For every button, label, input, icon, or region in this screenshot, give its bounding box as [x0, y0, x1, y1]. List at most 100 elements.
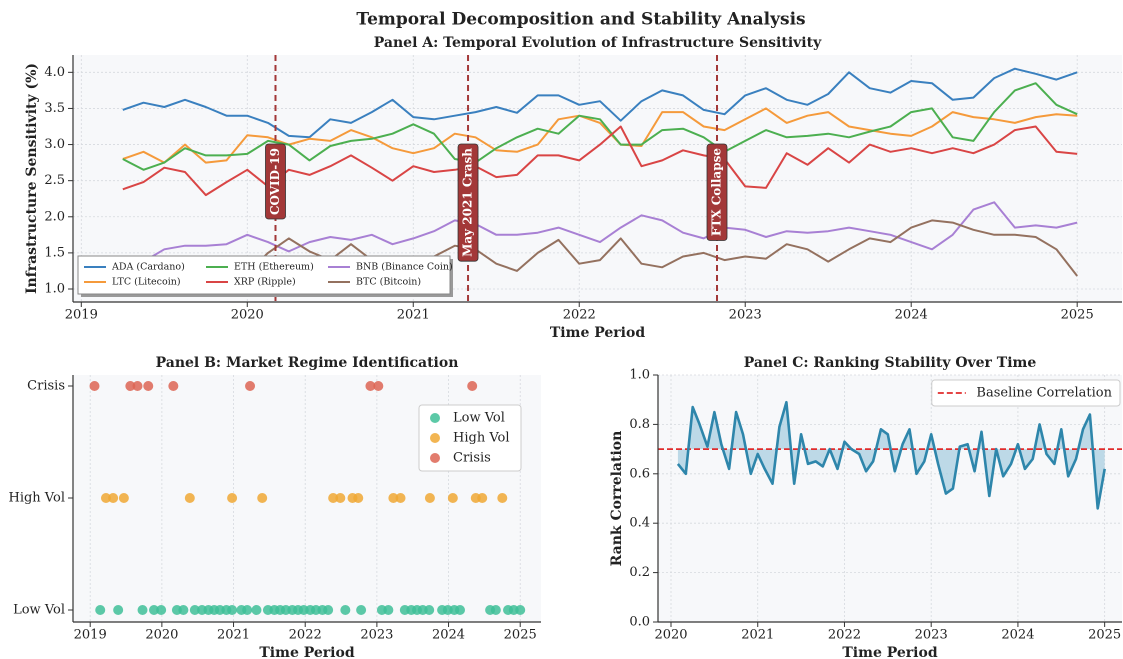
- regime-point: [184, 493, 195, 503]
- y-tick-label: 3.5: [44, 101, 65, 116]
- regime-point: [137, 605, 148, 615]
- legend-label: BTC (Bitcoin): [356, 277, 421, 288]
- regime-point: [125, 381, 136, 391]
- x-tick-label: 2022: [828, 628, 861, 643]
- regime-point: [89, 381, 100, 391]
- regime-point: [113, 605, 124, 615]
- regime-point: [335, 493, 346, 503]
- regime-point: [168, 381, 179, 391]
- legend-label: Baseline Correlation: [976, 386, 1112, 401]
- legend-label: Crisis: [453, 451, 491, 466]
- legend-label: XRP (Ripple): [234, 277, 296, 288]
- y-tick-label: 1.0: [629, 368, 650, 383]
- y-tick-label: 1.0: [44, 282, 65, 297]
- x-tick-label: 2023: [915, 628, 948, 643]
- series-line: [122, 82, 1078, 171]
- y-tick-label: High Vol: [8, 491, 65, 506]
- x-tick-label: 2019: [74, 628, 107, 643]
- regime-point: [383, 605, 394, 615]
- regime-point: [365, 381, 376, 391]
- regime-point: [100, 493, 111, 503]
- y-tick-label: 0.0: [629, 615, 650, 630]
- x-tick-label: 2021: [397, 308, 430, 323]
- legend-box: [77, 255, 451, 295]
- y-tick-label: 2.5: [44, 173, 65, 188]
- legend-label: BNB (Binance Coin): [356, 262, 453, 273]
- series-line: [676, 400, 1106, 510]
- figure-title: Temporal Decomposition and Stability Ana…: [356, 10, 805, 30]
- legend-label: ADA (Cardano): [111, 262, 185, 273]
- regime-point: [227, 605, 238, 615]
- regime-point: [108, 493, 119, 503]
- legend-swatch: [430, 433, 440, 443]
- event-box: [265, 143, 286, 220]
- legend-label: LTC (Litecoin): [112, 277, 181, 288]
- regime-point: [242, 605, 253, 615]
- legend-swatch: [430, 453, 440, 463]
- regime-point: [490, 605, 501, 615]
- regime-point: [424, 493, 435, 503]
- x-tick-label: 2020: [145, 628, 178, 643]
- legend-label: ETH (Ethereum): [234, 262, 314, 273]
- regime-point: [227, 493, 238, 503]
- x-tick-label: 2025: [1088, 628, 1121, 643]
- regime-point: [467, 381, 478, 391]
- series-line: [122, 219, 1078, 277]
- regime-point: [178, 605, 189, 615]
- x-tick-label: 2020: [654, 628, 687, 643]
- regime-point: [132, 381, 143, 391]
- x-tick-label: 2025: [1061, 308, 1094, 323]
- regime-point: [424, 605, 435, 615]
- panel-title: Panel C: Ranking Stability Over Time: [744, 355, 1037, 371]
- event-label: COVID-19: [268, 148, 282, 215]
- series-line: [122, 67, 1078, 139]
- x-tick-label: 2020: [231, 308, 264, 323]
- y-tick-label: 1.5: [44, 245, 65, 260]
- regime-point: [148, 605, 159, 615]
- legend-box: [931, 379, 1121, 407]
- x-tick-label: 2022: [563, 308, 596, 323]
- regime-point: [143, 381, 154, 391]
- x-tick-label: 2024: [432, 628, 465, 643]
- regime-point: [189, 605, 200, 615]
- y-tick-label: Crisis: [27, 379, 65, 394]
- regime-point: [497, 493, 508, 503]
- y-tick-label: 4.0: [44, 65, 65, 80]
- x-tick-label: 2023: [360, 628, 393, 643]
- regime-point: [477, 493, 488, 503]
- legend-box: [418, 404, 522, 472]
- legend-label: Low Vol: [453, 411, 505, 426]
- y-axis-label: Infrastructure Sensitivity (%): [24, 63, 40, 294]
- y-tick-label: 0.2: [629, 565, 650, 580]
- regime-point: [156, 605, 167, 615]
- regime-point: [515, 605, 526, 615]
- regime-point: [251, 605, 262, 615]
- x-tick-label: 2021: [741, 628, 774, 643]
- legend-swatch: [430, 413, 440, 423]
- regime-point: [245, 381, 256, 391]
- plot-area: [658, 375, 1122, 622]
- regime-point: [447, 493, 458, 503]
- panel-title: Panel B: Market Regime Identification: [156, 355, 459, 371]
- event-box: [457, 143, 479, 262]
- y-axis-label: Rank Correlation: [609, 431, 625, 567]
- regime-point: [373, 381, 384, 391]
- regime-point: [328, 493, 339, 503]
- regime-point: [257, 493, 268, 503]
- y-tick-label: 3.0: [44, 137, 65, 152]
- regime-point: [356, 605, 367, 615]
- event-annotation: May 2021 Crash: [457, 143, 479, 262]
- regime-point: [353, 493, 364, 503]
- y-tick-label: 0.8: [629, 417, 650, 432]
- y-tick-label: 0.4: [629, 516, 650, 531]
- event-annotation: FTX Collapse: [706, 143, 728, 241]
- y-tick-label: Low Vol: [13, 603, 65, 618]
- legend-label: High Vol: [453, 431, 510, 446]
- x-axis-label: Time Period: [842, 645, 937, 659]
- x-axis-label: Time Period: [259, 645, 354, 659]
- regime-point: [95, 605, 106, 615]
- x-tick-label: 2023: [729, 308, 762, 323]
- regime-point: [388, 493, 399, 503]
- deviation-fill: [677, 402, 1105, 509]
